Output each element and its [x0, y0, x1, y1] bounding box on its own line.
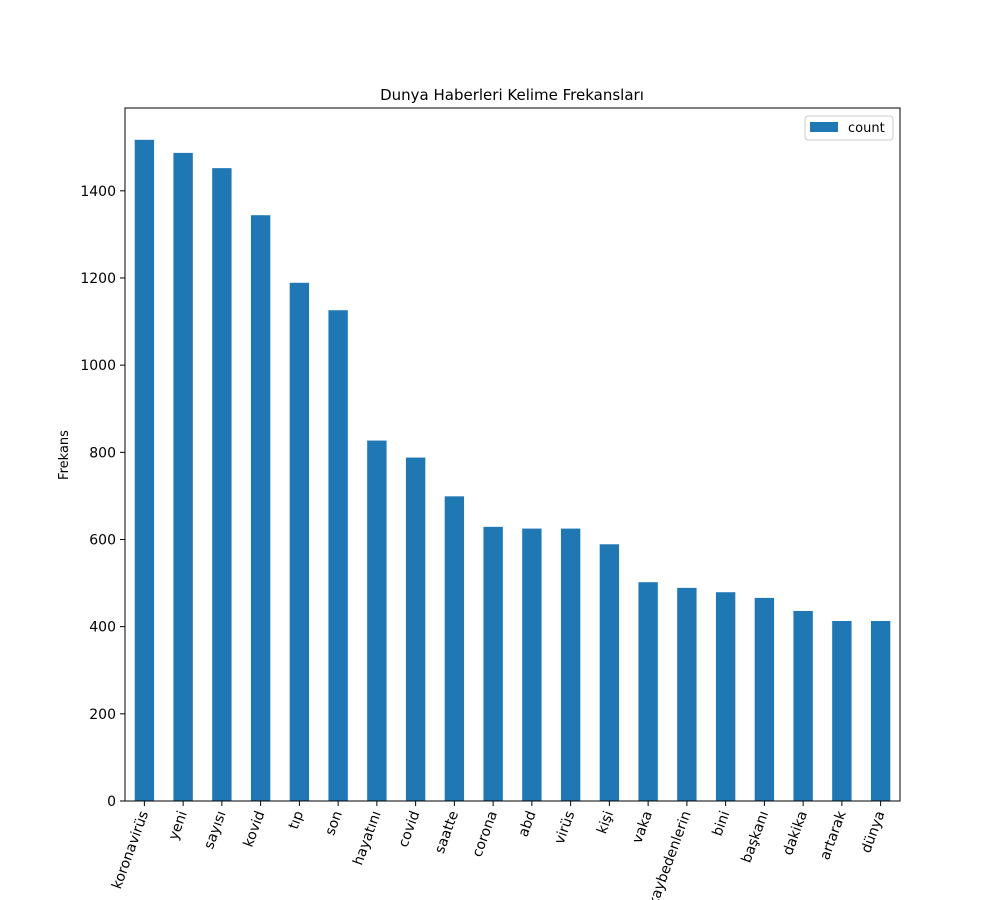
- x-tick-label-0: koronavirüs: [109, 809, 152, 891]
- y-tick-label-2: 400: [89, 620, 116, 636]
- x-tick-label-4: tıp: [286, 809, 307, 832]
- bar-6: [367, 440, 387, 801]
- y-tick-label-1: 200: [89, 707, 116, 723]
- bar-12: [599, 544, 620, 801]
- bar-8: [444, 496, 465, 801]
- x-tick-label-13: vaka: [629, 809, 655, 846]
- legend: count: [804, 115, 894, 141]
- x-tick-label-12: kişi: [594, 809, 617, 836]
- x-tick-label-7: covid: [396, 809, 424, 850]
- x-tick-label-16: başkanı: [739, 809, 772, 865]
- bar-10: [522, 528, 542, 801]
- legend-label: count: [848, 121, 885, 136]
- bar-1: [173, 152, 193, 801]
- bar-19: [870, 620, 891, 801]
- bar-7: [405, 457, 426, 801]
- x-tick-label-11: virüs: [552, 809, 579, 847]
- y-tick-label-6: 1200: [80, 271, 116, 287]
- x-tick-label-1: yeni: [166, 809, 191, 842]
- bar-16: [754, 597, 775, 801]
- y-tick-label-4: 800: [89, 445, 116, 461]
- x-tick-label-5: son: [322, 809, 345, 838]
- x-tick-label-17: dakika: [780, 809, 811, 858]
- y-axis-ticks: 0 200 400 600 800 1000 1200 1400: [80, 184, 125, 810]
- x-tick-label-2: sayısı: [201, 809, 229, 851]
- x-tick-label-18: artarak: [817, 808, 850, 862]
- x-tick-label-15: bini: [710, 809, 734, 838]
- y-axis-label: Frekans: [57, 430, 72, 480]
- bar-3: [250, 215, 271, 802]
- legend-swatch: [810, 122, 838, 132]
- bar-18: [832, 620, 852, 801]
- bar-13: [638, 582, 658, 801]
- x-tick-label-19: dünya: [858, 809, 888, 855]
- y-tick-label-7: 1400: [80, 184, 116, 200]
- bar-4: [289, 282, 310, 801]
- bar-14: [677, 587, 697, 801]
- bar-2: [212, 168, 232, 801]
- x-tick-label-10: abd: [516, 809, 540, 839]
- x-tick-label-9: corona: [470, 809, 501, 859]
- bar-17: [793, 610, 813, 801]
- y-tick-label-5: 1000: [80, 358, 116, 374]
- y-tick-label-0: 0: [107, 794, 116, 810]
- x-axis-ticks: koronavirüs yeni sayısı kovid tıp son hayatını…: [109, 801, 888, 900]
- x-tick-label-3: kovid: [241, 809, 269, 849]
- x-tick-label-6: hayatını: [350, 809, 384, 868]
- bar-11: [560, 528, 581, 801]
- bar-9: [483, 526, 503, 801]
- bar-0: [134, 139, 155, 801]
- y-tick-label-3: 600: [89, 532, 116, 548]
- plot-area-frame: [124, 107, 901, 802]
- bar-series: [134, 139, 891, 802]
- chart-title: Dunya Haberleri Kelime Frekansları: [380, 86, 644, 104]
- x-tick-label-8: saatte: [432, 809, 462, 856]
- bar-15: [715, 592, 736, 801]
- bar-5: [328, 310, 348, 801]
